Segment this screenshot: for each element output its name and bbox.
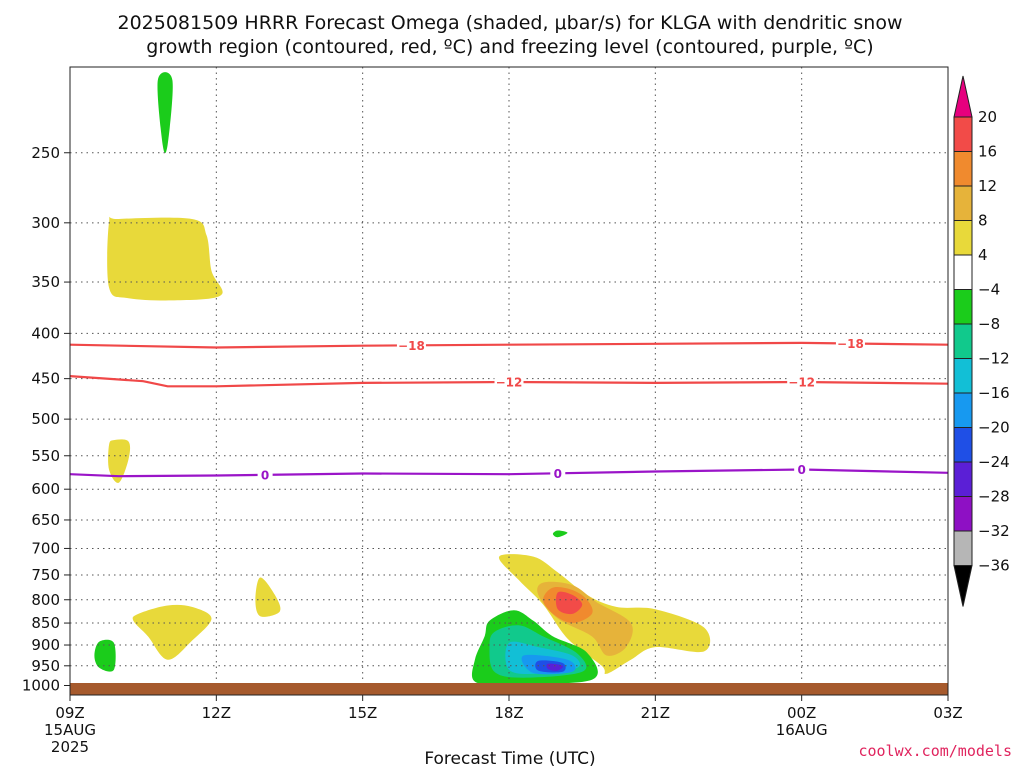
colorbar-label: −28 bbox=[978, 488, 1010, 506]
contour-label-bg bbox=[835, 336, 865, 351]
colorbar-segment bbox=[953, 254, 973, 290]
contour-lines: −18 −18 −12 −12 0 0 0 bbox=[69, 336, 949, 482]
colorbar-label: −20 bbox=[978, 419, 1010, 437]
contour-label: −12 bbox=[788, 376, 815, 390]
colorbar-top-arrow bbox=[953, 75, 973, 118]
contour-label: −18 bbox=[837, 337, 864, 351]
colorbar-segment bbox=[953, 220, 973, 256]
omega-region bbox=[552, 530, 568, 538]
colorbar-bottom-arrow bbox=[953, 565, 973, 607]
x-tick-date: 15AUG bbox=[44, 721, 96, 739]
colorbar-segment bbox=[953, 461, 973, 497]
colorbar-segment bbox=[953, 358, 973, 394]
chart-subtitle: growth region (contoured, red, ºC) and f… bbox=[146, 36, 873, 58]
x-tick-label: 18Z bbox=[494, 704, 523, 722]
omega-region bbox=[555, 591, 583, 615]
y-tick-label: 350 bbox=[31, 273, 60, 291]
pressure-axis: 250 300 350 400 450 500 550 600 650 700 750 800 850 9… bbox=[22, 144, 70, 695]
y-tick-label: 300 bbox=[31, 214, 60, 232]
contour-label-bg bbox=[494, 375, 524, 390]
colorbar-segment bbox=[953, 323, 973, 359]
y-tick-label: 800 bbox=[31, 591, 60, 609]
x-tick-label: 15Z bbox=[348, 704, 377, 722]
colorbar-label: 12 bbox=[978, 177, 997, 195]
chart-title: 2025081509 HRRR Forecast Omega (shaded, … bbox=[117, 12, 902, 34]
omega-region bbox=[94, 639, 116, 672]
contour-line bbox=[69, 341, 949, 349]
omega-region bbox=[132, 604, 212, 660]
colorbar-label: 16 bbox=[978, 143, 997, 161]
y-tick-label: 650 bbox=[31, 511, 60, 529]
colorbar-segment bbox=[953, 392, 973, 428]
x-axis-title: Forecast Time (UTC) bbox=[424, 749, 595, 768]
y-tick-label: 1000 bbox=[22, 677, 60, 695]
colorbar-segment bbox=[953, 530, 973, 566]
x-tick-label: 03Z bbox=[933, 704, 962, 722]
colorbar-label: 4 bbox=[978, 246, 988, 264]
y-tick-label: 250 bbox=[31, 144, 60, 162]
contour-label-bg bbox=[794, 462, 810, 477]
x-tick-label: 09Z bbox=[55, 704, 84, 722]
omega-region bbox=[108, 439, 131, 483]
contour-label: 0 bbox=[554, 467, 562, 481]
colorbar-segment bbox=[953, 496, 973, 532]
colorbar-label: 8 bbox=[978, 212, 988, 230]
colorbar-label: −36 bbox=[978, 557, 1010, 575]
colorbar-label: −12 bbox=[978, 350, 1010, 368]
y-tick-label: 700 bbox=[31, 539, 60, 557]
contour-label-bg bbox=[550, 466, 566, 481]
contour-label-bg bbox=[787, 375, 817, 390]
x-tick-year: 2025 bbox=[51, 738, 89, 756]
x-tick-label: 00Z bbox=[787, 704, 816, 722]
y-tick-label: 450 bbox=[31, 370, 60, 388]
y-tick-label: 900 bbox=[31, 636, 60, 654]
contour-line bbox=[69, 468, 949, 478]
colorbar-segment bbox=[953, 151, 973, 187]
contour-label: −12 bbox=[496, 376, 523, 390]
contour-label: −18 bbox=[398, 339, 425, 353]
y-tick-label: 400 bbox=[31, 324, 60, 342]
colorbar-segment bbox=[953, 116, 973, 152]
colorbar-label: −4 bbox=[978, 281, 1000, 299]
contour-label-bg bbox=[257, 467, 273, 482]
omega-region bbox=[157, 72, 173, 154]
contour-label-bg bbox=[396, 338, 426, 353]
colorbar-segment bbox=[953, 185, 973, 221]
contour-line bbox=[69, 375, 949, 388]
colorbar-label: −16 bbox=[978, 384, 1010, 402]
omega-colorbar: 20 16 12 8 4 −4 −8 −12 −16 −20 −24 −28 −32 −36 bbox=[953, 75, 1010, 607]
y-tick-label: 950 bbox=[31, 657, 60, 675]
y-tick-label: 500 bbox=[31, 410, 60, 428]
y-tick-label: 550 bbox=[31, 447, 60, 465]
x-tick-label: 21Z bbox=[641, 704, 670, 722]
y-tick-label: 850 bbox=[31, 614, 60, 632]
contour-label: 0 bbox=[797, 463, 805, 477]
surface-band bbox=[70, 683, 948, 695]
omega-region bbox=[107, 216, 223, 301]
colorbar-label: 20 bbox=[978, 108, 997, 126]
colorbar-segment bbox=[953, 289, 973, 325]
y-tick-label: 750 bbox=[31, 566, 60, 584]
colorbar-label: −32 bbox=[978, 522, 1010, 540]
omega-region bbox=[255, 577, 281, 617]
y-tick-label: 600 bbox=[31, 480, 60, 498]
contour-label: 0 bbox=[261, 468, 269, 482]
x-tick-date: 16AUG bbox=[776, 721, 828, 739]
colorbar-segment bbox=[953, 427, 973, 463]
colorbar-label: −24 bbox=[978, 453, 1010, 471]
x-tick-label: 12Z bbox=[202, 704, 231, 722]
colorbar-label: −8 bbox=[978, 315, 1000, 333]
omega-region bbox=[546, 663, 564, 671]
credit-link[interactable]: coolwx.com/models bbox=[858, 742, 1012, 760]
